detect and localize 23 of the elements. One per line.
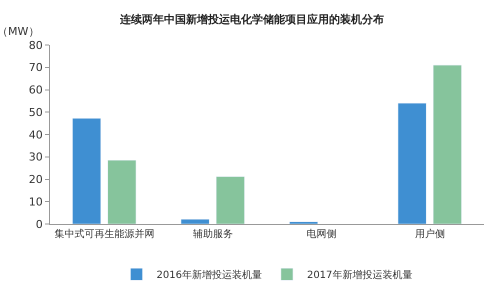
y-tick-label: 80 [28,38,43,52]
x-tick-label: 用户侧 [414,228,445,240]
y-axis-title: （MW） [0,25,40,38]
legend-label: 2017年新增投运装机量 [306,269,412,282]
y-tick-label: 0 [36,218,43,231]
bar [72,118,101,224]
x-tick-label: 集中式可再生能源并网 [54,228,154,240]
x-tick-label: 电网侧 [306,228,336,240]
y-tick-label: 70 [28,61,43,74]
bar [180,219,210,224]
y-tick-label: 10 [28,195,43,208]
bar [216,176,245,224]
y-tick-label: 40 [28,128,43,142]
y-tick-label: 30 [28,150,43,164]
chart-title: 连续两年中国新增投运电化学储能项目应用的装机分布 [119,12,384,26]
x-tick-label: 辅助服务 [192,228,233,240]
legend-label: 2016年新增投运装机量 [156,269,262,282]
bar [398,102,426,224]
bar [108,160,136,224]
y-tick-label: 20 [28,173,43,186]
y-tick-label: 50 [28,106,43,119]
y-tick-label: 60 [28,84,43,97]
bar [433,64,462,224]
